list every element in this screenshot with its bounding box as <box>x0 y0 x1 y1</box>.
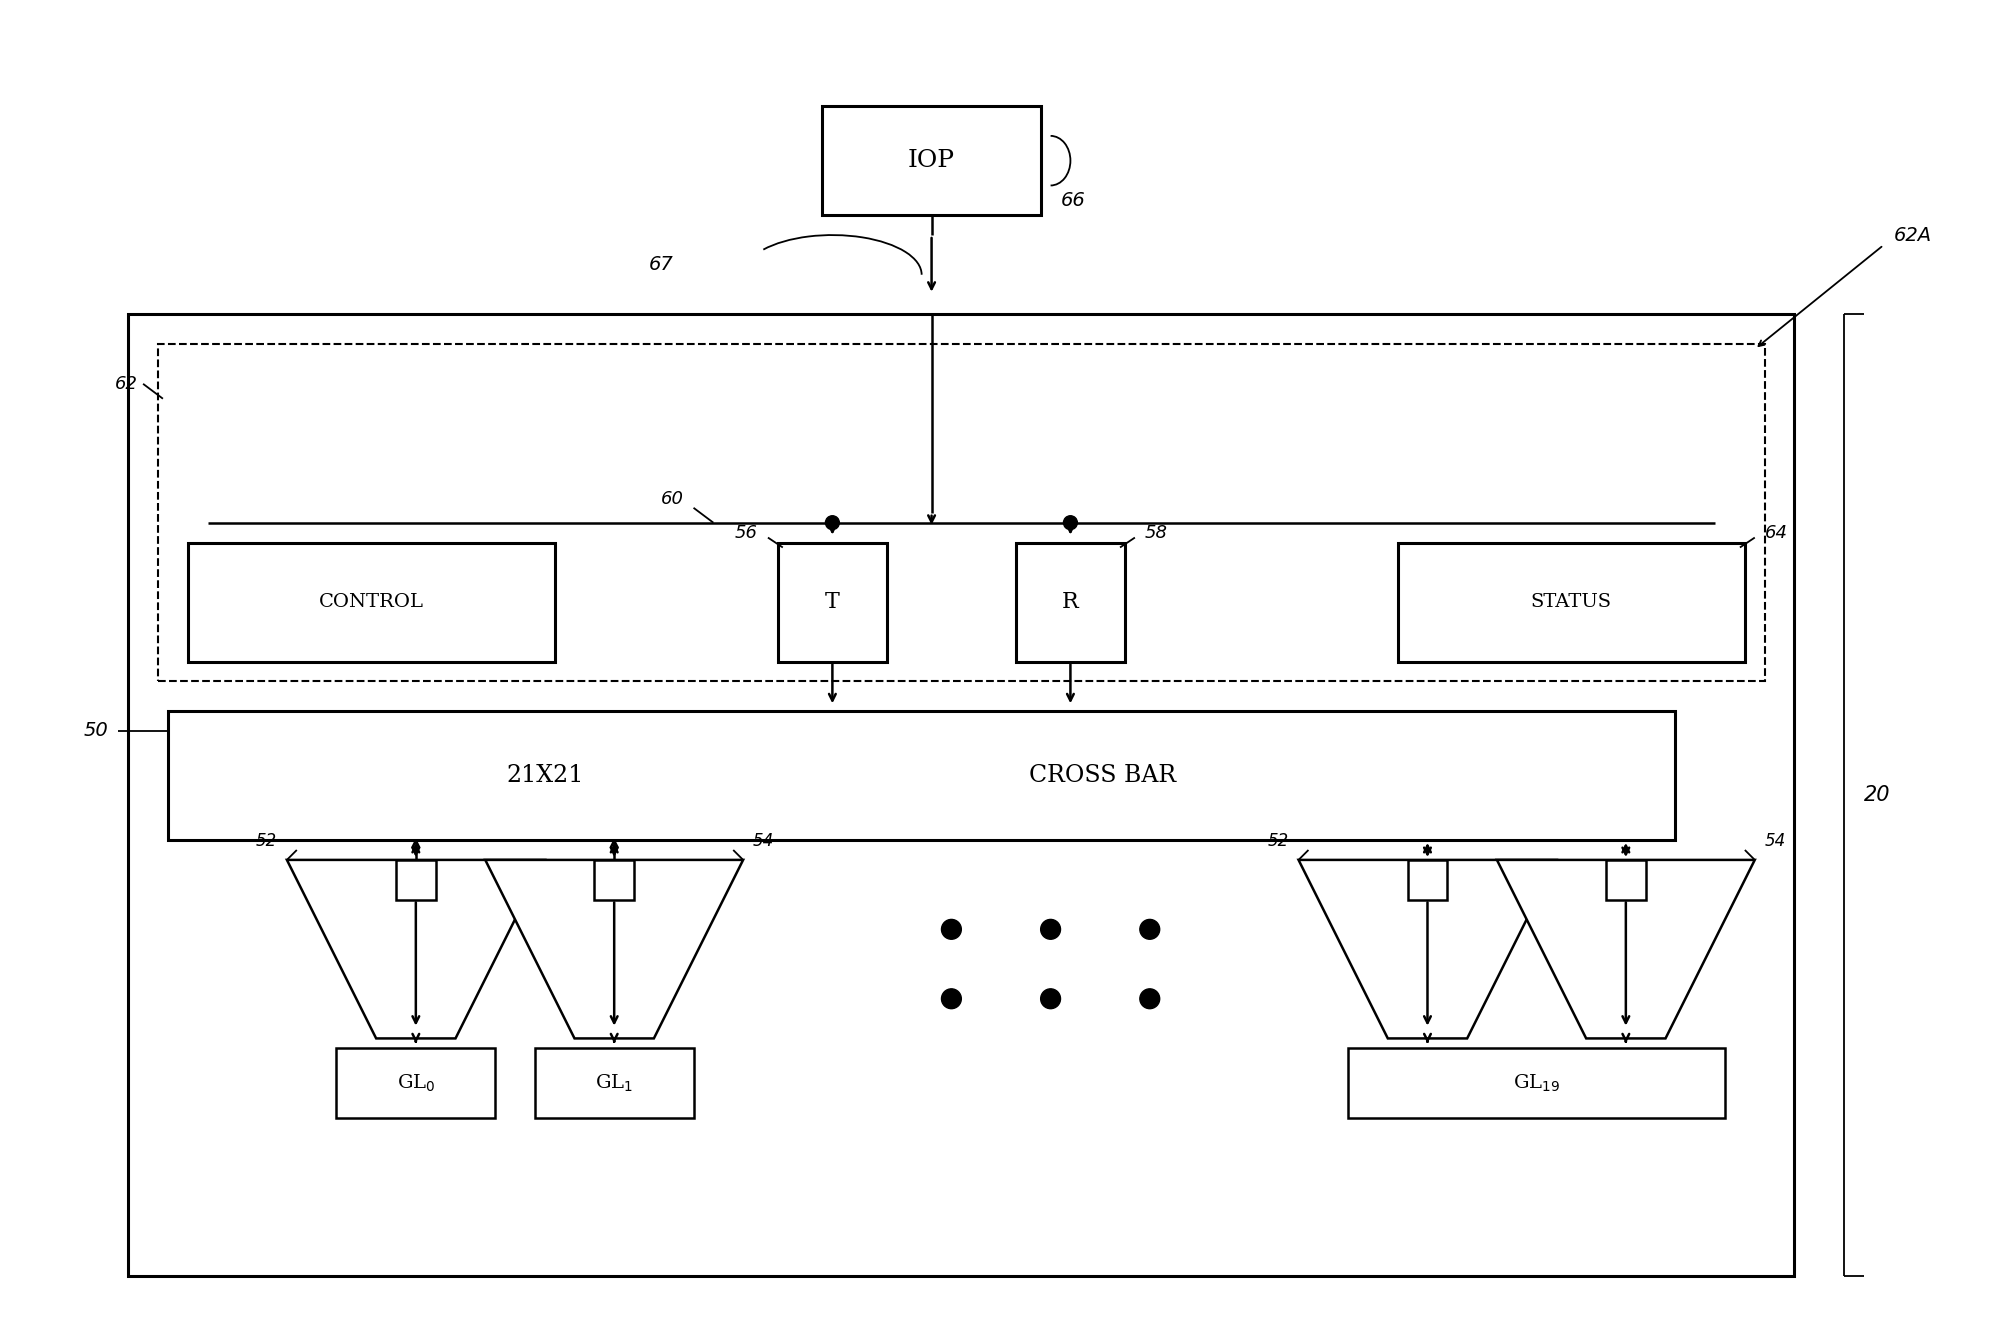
Text: GL$_{19}$: GL$_{19}$ <box>1514 1073 1560 1093</box>
Text: 58: 58 <box>1145 524 1167 541</box>
Bar <box>595 860 635 900</box>
Text: 54: 54 <box>753 832 775 850</box>
Circle shape <box>825 516 839 529</box>
Bar <box>535 1048 693 1118</box>
Bar <box>1407 860 1447 900</box>
Text: 56: 56 <box>735 524 759 541</box>
Text: R: R <box>1061 591 1079 613</box>
Text: IOP: IOP <box>909 149 955 172</box>
Circle shape <box>1139 920 1159 940</box>
Text: 50: 50 <box>84 721 108 740</box>
Circle shape <box>1139 989 1159 1009</box>
Bar <box>1015 543 1125 661</box>
Text: 62A: 62A <box>1894 225 1932 244</box>
Polygon shape <box>484 860 743 1038</box>
Bar <box>128 315 1794 1277</box>
Text: CONTROL: CONTROL <box>318 593 424 611</box>
Bar <box>823 107 1041 215</box>
Polygon shape <box>1299 860 1556 1038</box>
Text: CROSS BAR: CROSS BAR <box>1029 764 1175 786</box>
Text: GL$_1$: GL$_1$ <box>595 1073 633 1093</box>
Text: 21X21: 21X21 <box>507 764 583 786</box>
Bar <box>396 860 436 900</box>
Circle shape <box>941 920 961 940</box>
Text: 54: 54 <box>1764 832 1786 850</box>
Text: GL$_0$: GL$_0$ <box>396 1073 434 1093</box>
Text: 52: 52 <box>256 832 276 850</box>
Circle shape <box>1041 920 1061 940</box>
Bar <box>158 344 1764 681</box>
Circle shape <box>1041 989 1061 1009</box>
Text: T: T <box>825 591 839 613</box>
Bar <box>779 543 887 661</box>
Circle shape <box>1063 516 1077 529</box>
Text: 20: 20 <box>1864 785 1890 805</box>
Text: 67: 67 <box>649 256 675 275</box>
Text: STATUS: STATUS <box>1532 593 1612 611</box>
Circle shape <box>941 989 961 1009</box>
Bar <box>336 1048 494 1118</box>
Text: 66: 66 <box>1061 191 1085 209</box>
Bar <box>1347 1048 1726 1118</box>
Bar <box>188 543 555 661</box>
Text: 60: 60 <box>661 489 683 508</box>
Bar <box>1606 860 1646 900</box>
Text: 64: 64 <box>1764 524 1788 541</box>
Bar <box>1397 543 1746 661</box>
Text: 52: 52 <box>1267 832 1289 850</box>
Text: 62: 62 <box>116 375 138 393</box>
Bar <box>168 710 1676 840</box>
Polygon shape <box>1497 860 1756 1038</box>
Polygon shape <box>286 860 545 1038</box>
